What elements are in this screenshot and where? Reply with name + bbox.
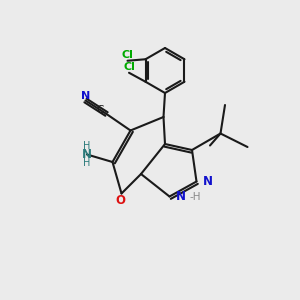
Text: N: N xyxy=(82,148,92,161)
Text: Cl: Cl xyxy=(123,62,135,72)
Text: N: N xyxy=(203,175,213,188)
Text: N: N xyxy=(81,91,90,101)
Text: Cl: Cl xyxy=(122,50,134,60)
Text: O: O xyxy=(115,194,125,207)
Text: C: C xyxy=(97,105,104,116)
Text: H: H xyxy=(83,158,91,168)
Text: -H: -H xyxy=(190,191,201,202)
Text: N: N xyxy=(176,190,186,203)
Text: H: H xyxy=(83,141,91,151)
